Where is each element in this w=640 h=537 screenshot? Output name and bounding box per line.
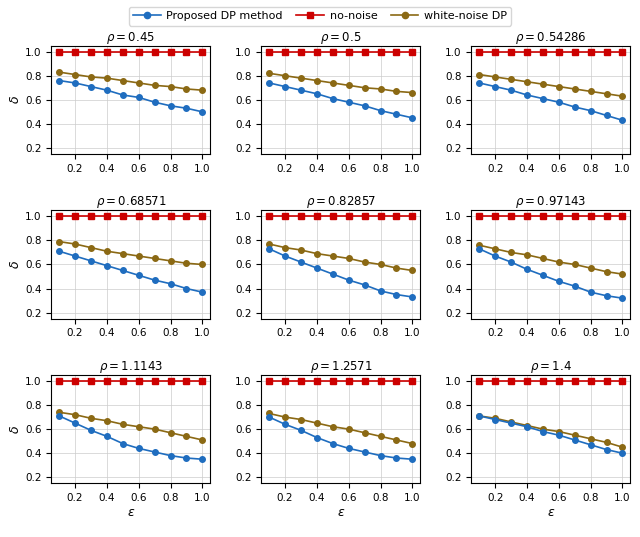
Title: $\rho = 0.82857$: $\rho = 0.82857$ — [306, 194, 376, 211]
X-axis label: $\epsilon$: $\epsilon$ — [547, 506, 555, 519]
Title: $\rho = 1.1143$: $\rho = 1.1143$ — [99, 359, 163, 375]
X-axis label: $\epsilon$: $\epsilon$ — [127, 506, 135, 519]
Title: $\rho = 0.45$: $\rho = 0.45$ — [106, 30, 156, 46]
Title: $\rho = 1.2571$: $\rho = 1.2571$ — [310, 359, 372, 375]
Title: $\rho = 0.5$: $\rho = 0.5$ — [320, 30, 362, 46]
Legend: Proposed DP method, no-noise, white-noise DP: Proposed DP method, no-noise, white-nois… — [129, 6, 511, 26]
Title: $\rho = 0.97143$: $\rho = 0.97143$ — [515, 194, 587, 211]
Y-axis label: $\delta$: $\delta$ — [9, 425, 22, 434]
X-axis label: $\epsilon$: $\epsilon$ — [337, 506, 345, 519]
Y-axis label: $\delta$: $\delta$ — [9, 95, 22, 104]
Title: $\rho = 0.68571$: $\rho = 0.68571$ — [95, 194, 166, 211]
Y-axis label: $\delta$: $\delta$ — [9, 260, 22, 269]
Title: $\rho = 0.54286$: $\rho = 0.54286$ — [515, 30, 587, 46]
Title: $\rho = 1.4$: $\rho = 1.4$ — [530, 359, 572, 375]
